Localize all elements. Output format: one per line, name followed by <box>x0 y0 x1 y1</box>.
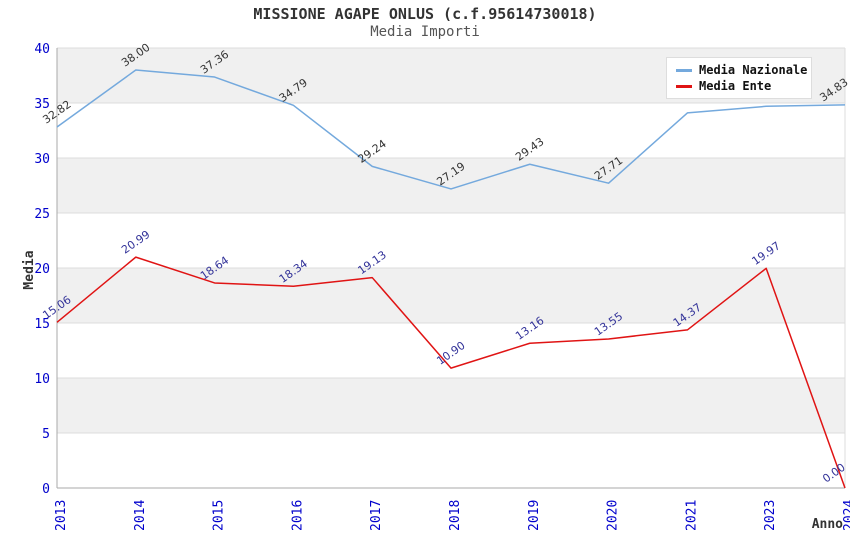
x-tick-label: 2017 <box>369 500 384 531</box>
x-tick-label: 2018 <box>448 500 463 531</box>
y-tick-label: 10 <box>34 372 50 387</box>
x-tick-label: 2020 <box>606 500 621 531</box>
x-tick-label: 2024 <box>842 500 850 531</box>
x-tick-label: 2021 <box>684 500 699 531</box>
y-tick-label: 30 <box>34 152 50 167</box>
y-tick-label: 0 <box>42 482 50 497</box>
media-nazionale-line-icon <box>676 68 692 72</box>
x-axis-title: Anno <box>812 517 843 532</box>
legend: Media Nazionale Media Ente <box>666 57 812 99</box>
plot-band <box>57 213 845 268</box>
legend-item-media-ente: Media Ente <box>667 80 811 92</box>
y-axis-title: Media <box>22 250 37 289</box>
chart-subtitle: Media Importi <box>370 24 480 40</box>
plot-band <box>57 378 845 433</box>
x-tick-label: 2023 <box>763 500 778 531</box>
plot-band <box>57 103 845 158</box>
y-tick-label: 35 <box>34 97 50 112</box>
legend-item-media-nazionale: Media Nazionale <box>667 64 811 76</box>
plot-band <box>57 158 845 213</box>
series-line-media-nazionale <box>56 69 846 190</box>
x-tick-label: 2019 <box>527 500 542 531</box>
y-tick-label: 15 <box>34 317 50 332</box>
legend-label: Media Ente <box>699 79 772 93</box>
plot-band <box>57 433 845 488</box>
legend-label: Media Nazionale <box>699 63 808 77</box>
x-tick-label: 2015 <box>212 500 227 531</box>
y-tick-label: 25 <box>34 207 50 222</box>
plot-band <box>57 268 845 323</box>
x-tick-label: 2014 <box>133 500 148 531</box>
y-tick-label: 20 <box>34 262 50 277</box>
x-tick-label: 2016 <box>290 500 305 531</box>
chart-title: MISSIONE AGAPE ONLUS (c.f.95614730018) <box>253 5 597 23</box>
series-line-media-ente <box>56 256 846 489</box>
media-ente-line-icon <box>676 84 692 88</box>
y-tick-label: 40 <box>34 42 50 57</box>
x-tick-label: 2013 <box>54 500 69 531</box>
y-tick-label: 5 <box>42 427 50 442</box>
